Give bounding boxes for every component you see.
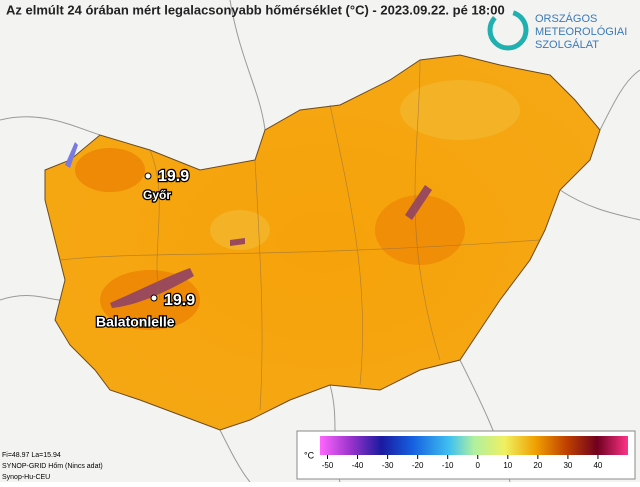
logo-text: ORSZÁGOS <box>535 12 597 25</box>
lake-tisza <box>405 185 432 220</box>
station-value: 19.9 <box>158 168 189 185</box>
colorbar-tick-label: 10 <box>503 461 512 470</box>
lake-balaton <box>110 268 194 308</box>
station-value: 19.9 <box>164 292 195 309</box>
colorbar-tick-label: -20 <box>412 461 424 470</box>
colorbar-unit: °C <box>304 450 315 460</box>
station-dot <box>150 294 158 302</box>
info: SYNOP-GRID Hőm (Nincs adat) <box>2 463 103 470</box>
colorbar-tick-label: 30 <box>563 461 572 470</box>
station-balatonlelle: 19.9 Balatonlelle <box>95 291 197 331</box>
colorbar-tick-label: -50 <box>322 461 334 470</box>
station-name: Győr <box>143 188 171 202</box>
lake-velence <box>230 238 245 246</box>
colorbar: °C <box>296 430 636 480</box>
title: Az elmúlt 24 órában mért legalacsonyabb … <box>6 2 505 17</box>
logo-text: SZOLGÁLAT <box>535 38 599 51</box>
patch <box>210 210 270 250</box>
colorbar-tick-label: -30 <box>382 461 394 470</box>
county-borders <box>59 59 541 411</box>
info: Synop-Hu-CEU <box>2 474 50 481</box>
logo-text: METEOROLÓGIAI <box>535 25 627 38</box>
patch <box>400 80 520 140</box>
patch <box>75 148 145 192</box>
colorbar-tick-label: 0 <box>476 461 481 470</box>
station-name: Balatonlelle <box>96 314 175 330</box>
hungary <box>44 54 601 431</box>
logo: ORSZÁGOS METEOROLÓGIAI SZOLGÁLAT <box>487 9 627 51</box>
patch <box>375 195 465 265</box>
temperature-patches <box>65 80 520 330</box>
logo-icon <box>487 9 529 51</box>
colorbar-gradient <box>320 436 628 455</box>
colorbar-tick-label: 20 <box>533 461 542 470</box>
station-gyor: 19.9 Győr <box>142 167 191 203</box>
colorbar-tick-label: -40 <box>352 461 364 470</box>
colorbar-tick-label: 40 <box>593 461 602 470</box>
colorbar-tick-label: -10 <box>442 461 454 470</box>
station-dot <box>144 172 152 180</box>
info: Fi=48.97 La=15.94 <box>2 452 61 459</box>
lake-neusiedl <box>65 142 78 168</box>
